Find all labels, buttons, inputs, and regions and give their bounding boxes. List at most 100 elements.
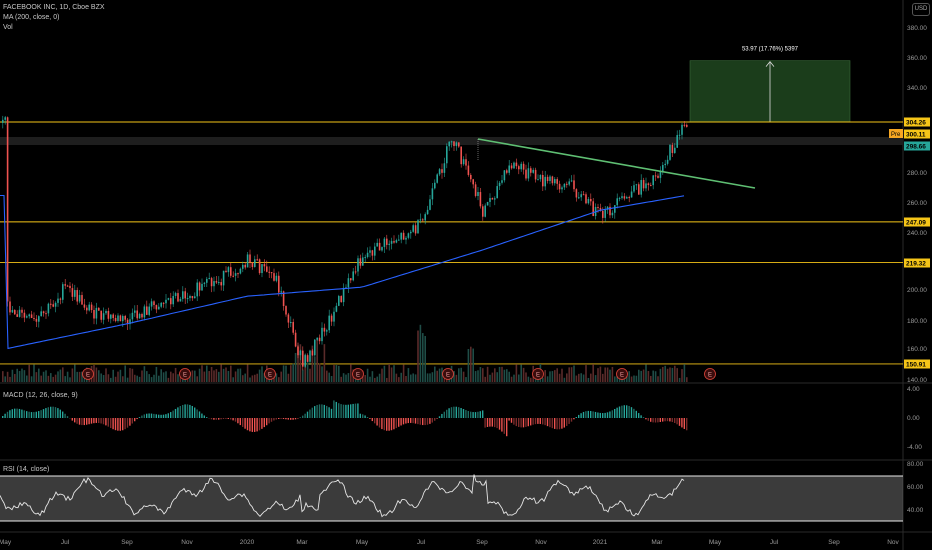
volume-bar <box>498 366 501 382</box>
macd-histogram-bar <box>184 404 186 418</box>
candle-body <box>326 330 328 332</box>
time-axis-tick: Sep <box>828 539 840 546</box>
candle-body <box>285 306 287 315</box>
earnings-marker <box>704 368 716 380</box>
macd-histogram-bar <box>71 418 73 421</box>
macd-histogram-bar <box>158 414 160 418</box>
volume-bar <box>378 373 381 382</box>
volume-bar <box>407 368 410 382</box>
volume-bar <box>426 373 429 382</box>
candle-body <box>402 232 405 240</box>
macd-histogram-bar <box>162 414 165 418</box>
volume-bar <box>309 368 311 382</box>
price-tag <box>904 117 930 127</box>
candle-body <box>443 163 446 173</box>
macd-histogram-bar <box>486 418 489 427</box>
macd-histogram-bar <box>597 412 599 418</box>
macd-histogram-bar <box>352 403 354 418</box>
candle-body <box>609 206 611 216</box>
volume-bar <box>417 330 419 382</box>
price-axis-tick: 240.00 <box>907 230 927 237</box>
volume-bar <box>146 371 148 382</box>
macd-histogram-bar <box>306 411 309 418</box>
volume-bar <box>45 370 47 382</box>
volume-bar <box>201 365 203 382</box>
volume-bar <box>563 377 566 382</box>
volume-bar <box>371 371 374 382</box>
candle-body <box>138 313 141 319</box>
macd-histogram-bar <box>570 418 573 422</box>
candle-body <box>52 304 54 307</box>
macd-histogram-bar <box>645 418 647 420</box>
candle-body <box>489 198 491 202</box>
volume-bar <box>234 371 237 382</box>
macd-histogram-bar <box>506 418 508 437</box>
macd-histogram-bar <box>119 418 121 431</box>
volume-bar <box>155 366 158 382</box>
macd-legend: MACD (12, 26, close, 9) <box>3 392 78 399</box>
candle-body <box>119 315 122 322</box>
macd-histogram-bar <box>652 418 654 423</box>
volume-bar <box>206 365 208 382</box>
macd-histogram-bar <box>510 418 513 423</box>
macd-histogram-bar <box>585 411 587 418</box>
currency-button[interactable]: USD <box>912 3 930 16</box>
candle-body <box>314 339 316 356</box>
candle-body <box>374 246 376 256</box>
candle-body <box>297 346 299 356</box>
volume-bar <box>587 377 590 382</box>
candle-body <box>616 198 618 206</box>
candle-body <box>563 183 566 188</box>
volume-bar <box>666 368 669 382</box>
candle-body <box>561 187 563 190</box>
volume-bar <box>316 339 318 382</box>
earnings-marker <box>82 368 94 380</box>
candle-body <box>633 185 635 192</box>
earnings-marker <box>179 368 191 380</box>
volume-bar <box>129 368 131 382</box>
macd-histogram-bar <box>537 418 539 424</box>
macd-histogram-bar <box>623 405 625 418</box>
volume-bar <box>107 374 110 382</box>
volume-bar <box>578 373 580 382</box>
candle-body <box>638 184 640 195</box>
candle-body <box>110 314 112 319</box>
macd-histogram-bar <box>626 405 628 418</box>
price-tag-label: 247.09 <box>906 220 926 227</box>
earnings-marker-label: E <box>268 373 272 379</box>
volume-bar <box>124 365 126 382</box>
macd-histogram-bar <box>635 410 637 418</box>
candle-body <box>378 242 381 251</box>
macd-histogram-bar <box>414 418 417 424</box>
candle-body <box>364 257 366 259</box>
earnings-marker <box>264 368 276 380</box>
volume-bar <box>580 373 582 382</box>
macd-histogram-bar <box>57 408 59 418</box>
macd-histogram-bar <box>362 414 364 418</box>
macd-histogram-bar <box>273 418 275 421</box>
candle-body <box>215 281 218 283</box>
volume-bar <box>285 365 287 382</box>
macd-histogram-bar <box>400 418 402 426</box>
volume-bar <box>311 345 314 382</box>
macd-histogram-bar <box>460 407 462 418</box>
candle-body <box>496 186 498 199</box>
candle-body <box>78 295 81 302</box>
macd-histogram-bar <box>532 418 534 425</box>
volume-bar <box>674 365 676 382</box>
candle-body <box>681 124 683 135</box>
volume-bar <box>501 366 503 382</box>
macd-histogram-bar <box>657 418 659 423</box>
candle-body <box>419 219 422 221</box>
time-axis-tick: Jul <box>770 539 779 546</box>
volume-bar <box>232 377 234 382</box>
macd-histogram-bar <box>309 409 311 418</box>
candle-body <box>371 250 374 256</box>
volume-bar <box>117 371 119 382</box>
candle-body <box>4 117 6 120</box>
candle-body <box>669 144 671 160</box>
macd-histogram-bar <box>160 414 162 418</box>
volume-bar <box>551 371 554 382</box>
candle-body <box>568 181 570 185</box>
